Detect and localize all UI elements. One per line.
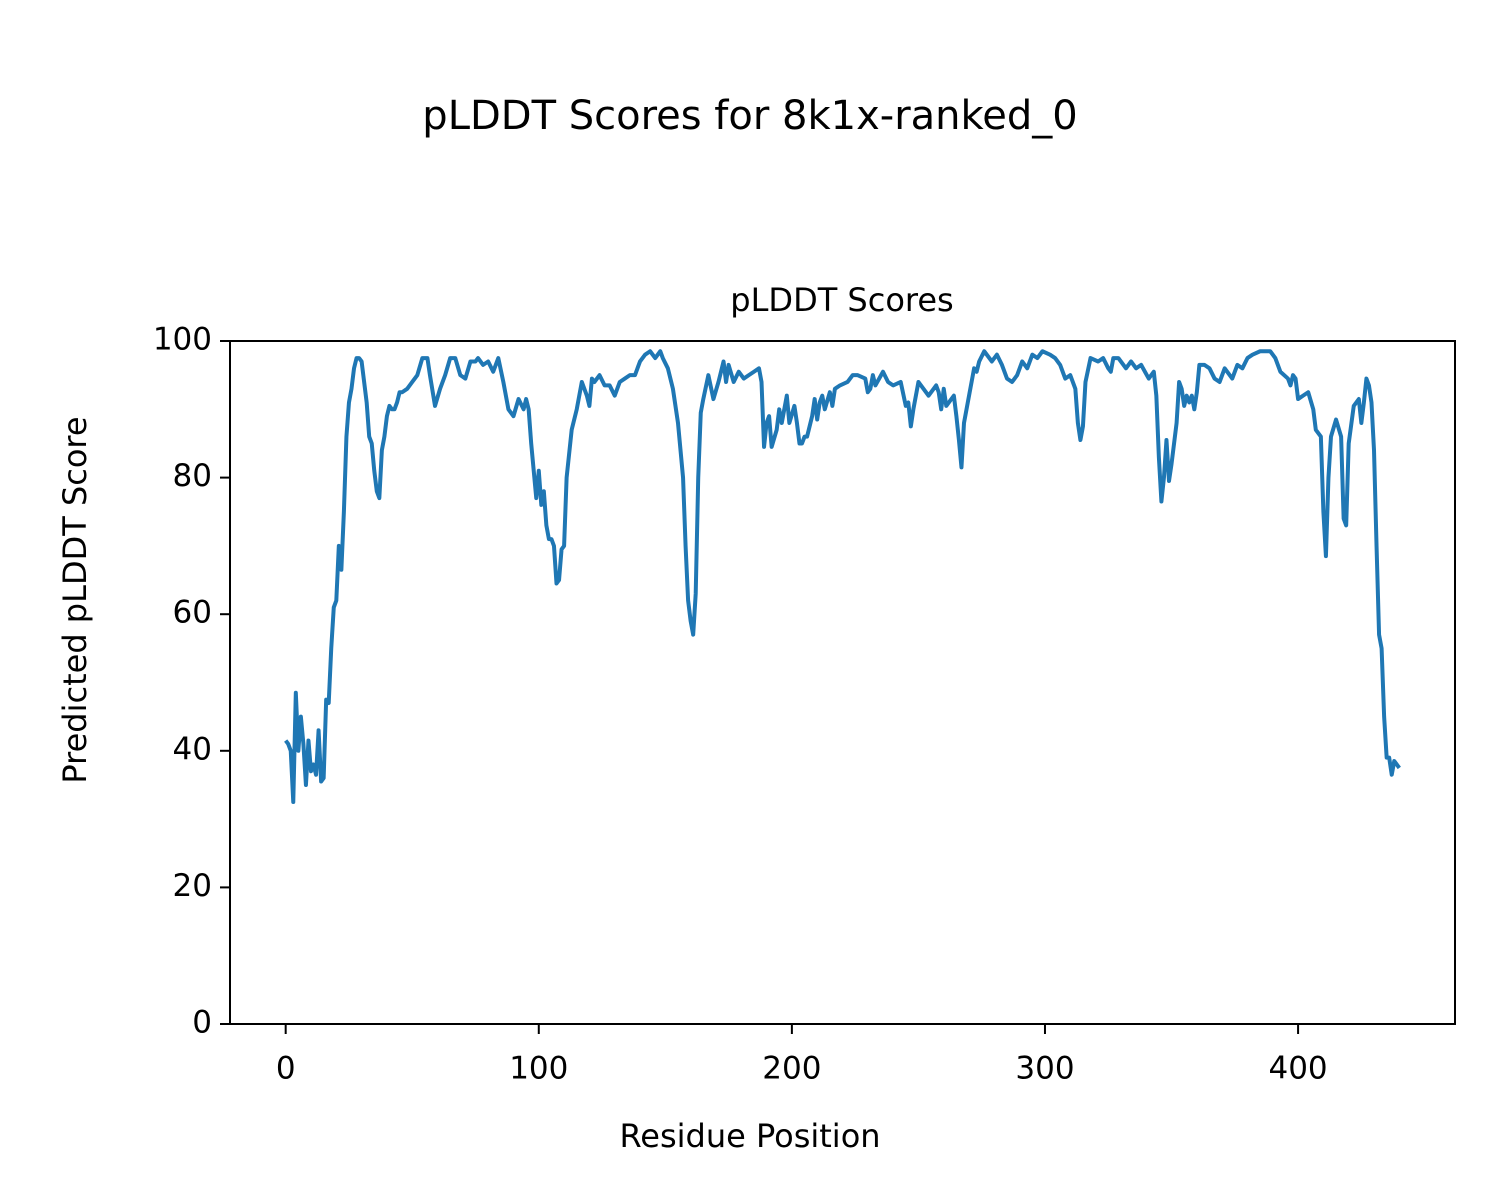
- x-axis-label: Residue Position: [619, 1117, 880, 1155]
- y-tick-label: 100: [153, 322, 212, 358]
- x-tick-label: 100: [509, 1051, 568, 1087]
- y-tick-label: 60: [173, 595, 212, 631]
- y-tick-label: 80: [173, 458, 212, 494]
- axes-frame: [229, 340, 1456, 1025]
- x-tick-label: 300: [1015, 1051, 1074, 1087]
- axes-title: pLDDT Scores: [730, 281, 953, 319]
- y-tick-label: 0: [192, 1005, 212, 1041]
- data-line: [284, 349, 1401, 805]
- y-tick-label: 20: [173, 868, 212, 904]
- x-tick-label: 200: [762, 1051, 821, 1087]
- chart-title: pLDDT Scores for 8k1x-ranked_0: [422, 93, 1077, 139]
- y-axis-label: Predicted pLDDT Score: [56, 416, 94, 783]
- x-tick-label: 400: [1268, 1051, 1327, 1087]
- x-tick-label: 0: [276, 1051, 296, 1087]
- y-tick-label: 40: [173, 731, 212, 767]
